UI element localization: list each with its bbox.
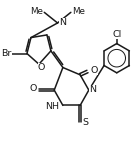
- Text: Me: Me: [30, 7, 43, 16]
- Text: Me: Me: [72, 7, 85, 16]
- Text: N: N: [59, 18, 66, 27]
- Text: N: N: [89, 85, 96, 94]
- Text: O: O: [30, 84, 37, 93]
- Text: O: O: [38, 63, 45, 72]
- Text: NH: NH: [46, 102, 59, 111]
- Text: Cl: Cl: [113, 30, 122, 39]
- Text: S: S: [83, 118, 89, 127]
- Text: Br: Br: [1, 49, 12, 58]
- Text: O: O: [91, 66, 98, 75]
